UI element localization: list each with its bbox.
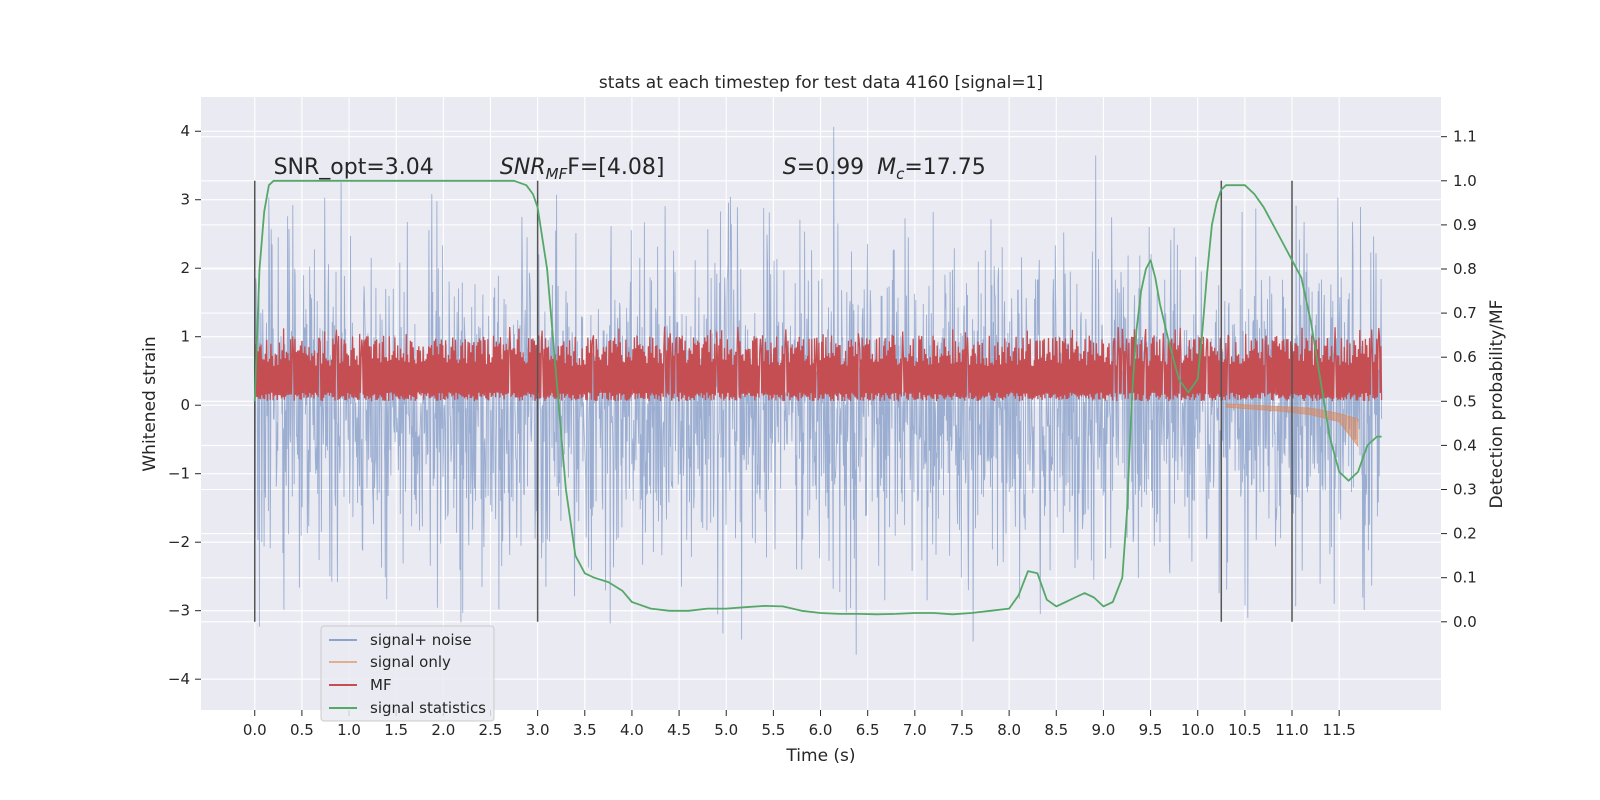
x-tick-label: 9.5 <box>1139 721 1163 739</box>
annotation-text: SNRMFF=[4.08] <box>500 155 665 183</box>
y-right-tick-label: 0.4 <box>1453 436 1477 454</box>
legend-box <box>320 625 495 722</box>
x-axis-label: Time (s) <box>785 746 855 766</box>
y-left-tick-label: −1 <box>168 465 190 483</box>
x-tick-label: 11.0 <box>1275 721 1308 739</box>
y-axis-right-ticks: 0.0 0.1 0.2 0.3 0.4 0.5 0.6 0.7 0.8 0.9 1.0 1.1 <box>1441 128 1477 631</box>
y-right-tick-label: 0.2 <box>1453 525 1477 543</box>
x-tick-label: 2.0 <box>431 721 455 739</box>
x-tick-label: 11.5 <box>1322 721 1355 739</box>
x-axis-ticks: 0.0 0.5 1.0 1.5 2.0 2.5 3.0 3.5 4.0 4.5 5.0 5.5 6.0 6… <box>243 710 1356 739</box>
legend-label-signal-noise: signal+ noise <box>370 631 472 649</box>
chart-title: stats at each timestep for test data 416… <box>599 73 1043 93</box>
y-left-tick-label: −3 <box>168 602 190 620</box>
y-right-tick-label: 0.5 <box>1453 392 1477 410</box>
y-right-tick-label: 0.1 <box>1453 569 1477 587</box>
y-axis-right-label: Detection probability/MF <box>1487 300 1507 509</box>
y-right-tick-label: 0.3 <box>1453 480 1477 498</box>
y-left-tick-label: 2 <box>180 259 190 277</box>
y-left-tick-label: −2 <box>168 533 190 551</box>
x-tick-label: 7.5 <box>950 721 974 739</box>
y-left-tick-label: 4 <box>180 122 190 140</box>
y-left-tick-label: 1 <box>180 328 190 346</box>
x-tick-label: 4.0 <box>620 721 644 739</box>
legend: signal+ noise signal only MF signal stat… <box>320 625 495 722</box>
y-left-tick-label: 0 <box>180 396 190 414</box>
signal-statistics-series <box>253 179 1382 616</box>
mf-line <box>254 326 1383 402</box>
x-tick-label: 3.5 <box>573 721 597 739</box>
x-tick-label: 8.0 <box>997 721 1021 739</box>
signal-statistics-line <box>253 179 1382 616</box>
x-tick-label: 7.0 <box>903 721 927 739</box>
x-tick-label: 5.0 <box>714 721 738 739</box>
x-tick-label: 8.5 <box>1044 721 1068 739</box>
signal-only-band <box>1225 403 1359 448</box>
x-tick-label: 6.0 <box>809 721 833 739</box>
y-right-tick-label: 0.7 <box>1453 304 1477 322</box>
y-right-tick-label: 1.0 <box>1453 172 1477 190</box>
y-axis-left-ticks: −4 −3 −2 −1 0 1 2 3 4 <box>168 122 201 688</box>
x-tick-label: 3.0 <box>526 721 550 739</box>
mf-series <box>254 326 1383 402</box>
x-tick-label: 0.0 <box>243 721 267 739</box>
legend-label-signal-only: signal only <box>370 653 451 671</box>
x-tick-label: 6.5 <box>856 721 880 739</box>
x-tick-label: 0.5 <box>290 721 314 739</box>
x-tick-label: 4.5 <box>667 721 691 739</box>
legend-label-signal-statistics: signal statistics <box>370 699 486 717</box>
signal-only-series <box>1225 403 1359 448</box>
y-right-tick-label: 0.9 <box>1453 216 1477 234</box>
annotation-text: Mc=17.75 <box>877 155 986 183</box>
y-right-tick-label: 0.6 <box>1453 348 1477 366</box>
x-tick-label: 9.0 <box>1091 721 1115 739</box>
annotation-text: S=0.99 <box>783 155 864 180</box>
y-right-tick-label: 1.1 <box>1453 128 1477 146</box>
y-left-tick-label: 3 <box>180 191 190 209</box>
legend-label-mf: MF <box>370 676 392 694</box>
x-tick-label: 10.0 <box>1181 721 1214 739</box>
y-right-tick-label: 0.0 <box>1453 613 1477 631</box>
x-tick-label: 5.5 <box>761 721 785 739</box>
annotation-text: SNR_opt=3.04 <box>274 155 434 180</box>
x-tick-label: 1.5 <box>384 721 408 739</box>
y-left-tick-label: −4 <box>168 670 190 688</box>
y-right-tick-label: 0.8 <box>1453 260 1477 278</box>
y-axis-left-label: Whitened strain <box>140 336 160 471</box>
x-tick-label: 1.0 <box>337 721 361 739</box>
x-tick-label: 10.5 <box>1228 721 1261 739</box>
annotations: SNR_opt=3.04 SNRMFF=[4.08] S=0.99 Mc=17.75 <box>274 155 986 183</box>
x-tick-label: 2.5 <box>479 721 503 739</box>
